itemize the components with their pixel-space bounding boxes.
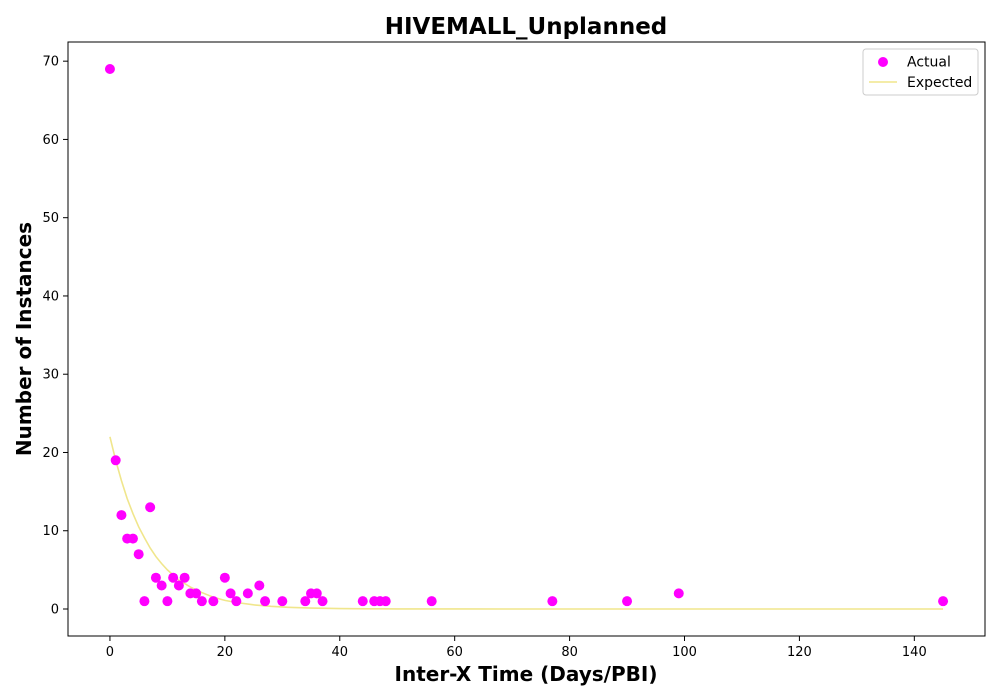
y-tick-label: 60 [42, 133, 59, 148]
actual-point [242, 588, 253, 599]
actual-point [380, 596, 391, 607]
actual-point [156, 580, 167, 591]
actual-series [104, 64, 949, 607]
y-tick-label: 20 [42, 446, 59, 461]
plot-frame [67, 41, 986, 637]
legend: Actual Expected [862, 48, 979, 96]
x-tick-label: 140 [902, 645, 927, 660]
actual-point [110, 455, 121, 466]
actual-point [225, 588, 236, 599]
y-tick-label: 40 [42, 289, 59, 304]
chart-title: HIVEMALL_Unplanned [385, 14, 668, 40]
actual-point [116, 510, 127, 521]
actual-point [277, 596, 288, 607]
actual-point [622, 596, 633, 607]
y-tick-label: 50 [42, 211, 59, 226]
expected-series [109, 436, 944, 610]
legend-box [862, 48, 979, 96]
actual-point [150, 572, 161, 583]
actual-point [104, 64, 115, 74]
x-tick-label: 120 [787, 645, 812, 660]
actual-point [173, 580, 184, 591]
x-axis-title: Inter-X Time (Days/PBI) [395, 662, 658, 686]
actual-point [300, 596, 311, 607]
plot-area [104, 64, 949, 610]
actual-point [357, 596, 368, 607]
actual-point [231, 596, 242, 607]
actual-point [208, 596, 219, 607]
actual-point [168, 572, 179, 583]
actual-point [673, 588, 684, 599]
y-tick-label: 0 [51, 603, 59, 618]
actual-point [139, 596, 150, 607]
actual-point [254, 580, 265, 591]
actual-point [191, 588, 202, 599]
y-axis: 0 10 20 30 40 50 60 70 [42, 55, 68, 618]
actual-point [145, 502, 156, 513]
x-tick-label: 60 [446, 645, 463, 660]
actual-point [260, 596, 271, 607]
x-tick-label: 0 [106, 645, 114, 660]
actual-point [219, 572, 230, 583]
x-tick-label: 100 [672, 645, 697, 660]
x-axis: 0 20 40 60 80 100 120 140 [106, 636, 927, 660]
actual-point [162, 596, 173, 607]
y-tick-label: 70 [42, 55, 59, 70]
actual-point [133, 549, 144, 560]
actual-point [426, 596, 437, 607]
x-tick-label: 40 [331, 645, 348, 660]
actual-point [179, 572, 190, 583]
legend-marker-actual [878, 57, 888, 67]
actual-point [938, 596, 949, 607]
actual-point [547, 596, 558, 607]
legend-label-actual: Actual [907, 55, 951, 71]
y-tick-label: 30 [42, 368, 59, 383]
expected-line [109, 436, 944, 610]
actual-point [196, 596, 207, 607]
y-axis-title: Number of Instances [12, 222, 36, 456]
x-tick-label: 80 [561, 645, 578, 660]
actual-point [317, 596, 328, 607]
x-tick-label: 20 [217, 645, 234, 660]
actual-point [127, 533, 138, 544]
actual-point [311, 588, 322, 599]
legend-label-expected: Expected [907, 75, 972, 91]
y-tick-label: 10 [42, 524, 59, 539]
